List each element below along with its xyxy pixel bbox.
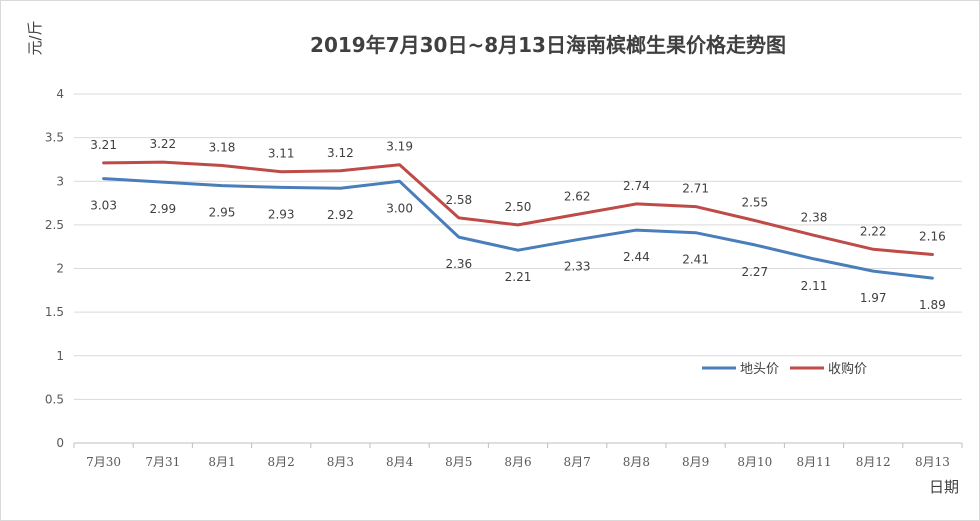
series-line-ground-price	[102, 177, 934, 280]
data-label: 2.71	[682, 182, 709, 196]
series-line-purchase-price	[102, 160, 934, 256]
y-tick-label: 1	[56, 349, 64, 363]
data-label: 2.16	[919, 230, 946, 244]
data-label: 3.12	[327, 146, 354, 160]
data-label: 3.19	[386, 140, 413, 154]
data-label: 2.21	[505, 270, 532, 284]
data-label: 2.55	[741, 196, 768, 210]
data-label: 2.27	[741, 265, 768, 279]
x-tick-label: 8月3	[327, 455, 354, 469]
data-label: 3.00	[386, 201, 413, 215]
data-label: 3.18	[209, 141, 236, 155]
x-tick-label: 8月7	[564, 455, 591, 469]
data-label: 2.36	[445, 257, 472, 271]
x-tick-label: 8月13	[915, 455, 950, 469]
y-tick-label: 3	[56, 174, 64, 188]
data-label: 2.33	[564, 260, 591, 274]
data-label: 2.74	[623, 179, 650, 193]
x-tick-label: 8月2	[268, 455, 295, 469]
x-tick-label: 8月6	[504, 455, 531, 469]
data-label: 2.92	[327, 208, 354, 222]
x-axis-ticks: 7月30 7月31 8月1 8月2 8月3 8月4 8月5 8月6 8月7 8月8 8月9 8月10 8…	[73, 443, 963, 469]
data-label: 1.89	[919, 298, 946, 312]
data-label: 2.44	[623, 250, 650, 264]
data-label: 2.58	[445, 193, 472, 207]
data-label: 3.03	[90, 199, 117, 213]
x-tick-label: 8月4	[386, 455, 414, 469]
chart-title: 2019年7月30日~8月13日海南槟榔生果价格走势图	[310, 33, 786, 57]
x-tick-label: 7月31	[145, 455, 180, 469]
x-tick-label: 8月9	[682, 455, 709, 469]
data-label: 2.11	[801, 279, 828, 293]
legend-label: 收购价	[828, 361, 867, 377]
data-label: 2.62	[564, 189, 591, 203]
y-tick-label: 4	[56, 87, 64, 101]
y-axis-ticks: 0 0.5 1 1.5 2 2.5 3 3.5 4	[45, 87, 64, 450]
data-label: 2.99	[149, 202, 176, 216]
data-label: 2.38	[801, 210, 828, 224]
x-tick-label: 7月30	[86, 455, 121, 469]
y-tick-label: 1.5	[45, 305, 64, 319]
x-tick-label: 8月10	[737, 455, 772, 469]
x-axis-title: 日期	[929, 478, 959, 496]
y-axis-title: 元/斤	[26, 20, 44, 55]
data-label: 2.41	[682, 253, 709, 267]
x-tick-label: 8月1	[208, 455, 235, 469]
y-tick-label: 2	[56, 262, 64, 276]
data-label: 2.93	[268, 207, 295, 221]
data-label: 2.22	[860, 224, 887, 238]
data-label: 3.21	[90, 138, 117, 152]
x-tick-label: 8月11	[797, 455, 832, 469]
series-lines	[102, 160, 934, 280]
legend: 地头价 收购价	[702, 361, 867, 377]
y-tick-label: 0.5	[45, 392, 64, 406]
data-label: 1.97	[860, 291, 887, 305]
data-label: 3.22	[149, 137, 176, 151]
data-label: 2.95	[209, 206, 236, 220]
data-labels: 3.03 2.99 2.95 2.93 2.92 3.00 2.36 2.21 2.33 2.44…	[90, 137, 946, 312]
x-tick-label: 8月5	[445, 455, 472, 469]
x-tick-label: 8月8	[623, 455, 650, 469]
y-tick-label: 0	[56, 436, 64, 450]
data-label: 3.11	[268, 147, 295, 161]
y-tick-label: 2.5	[45, 218, 64, 232]
x-tick-label: 8月12	[856, 455, 891, 469]
data-label: 2.50	[505, 200, 532, 214]
y-tick-label: 3.5	[45, 131, 64, 145]
legend-label: 地头价	[740, 362, 779, 377]
